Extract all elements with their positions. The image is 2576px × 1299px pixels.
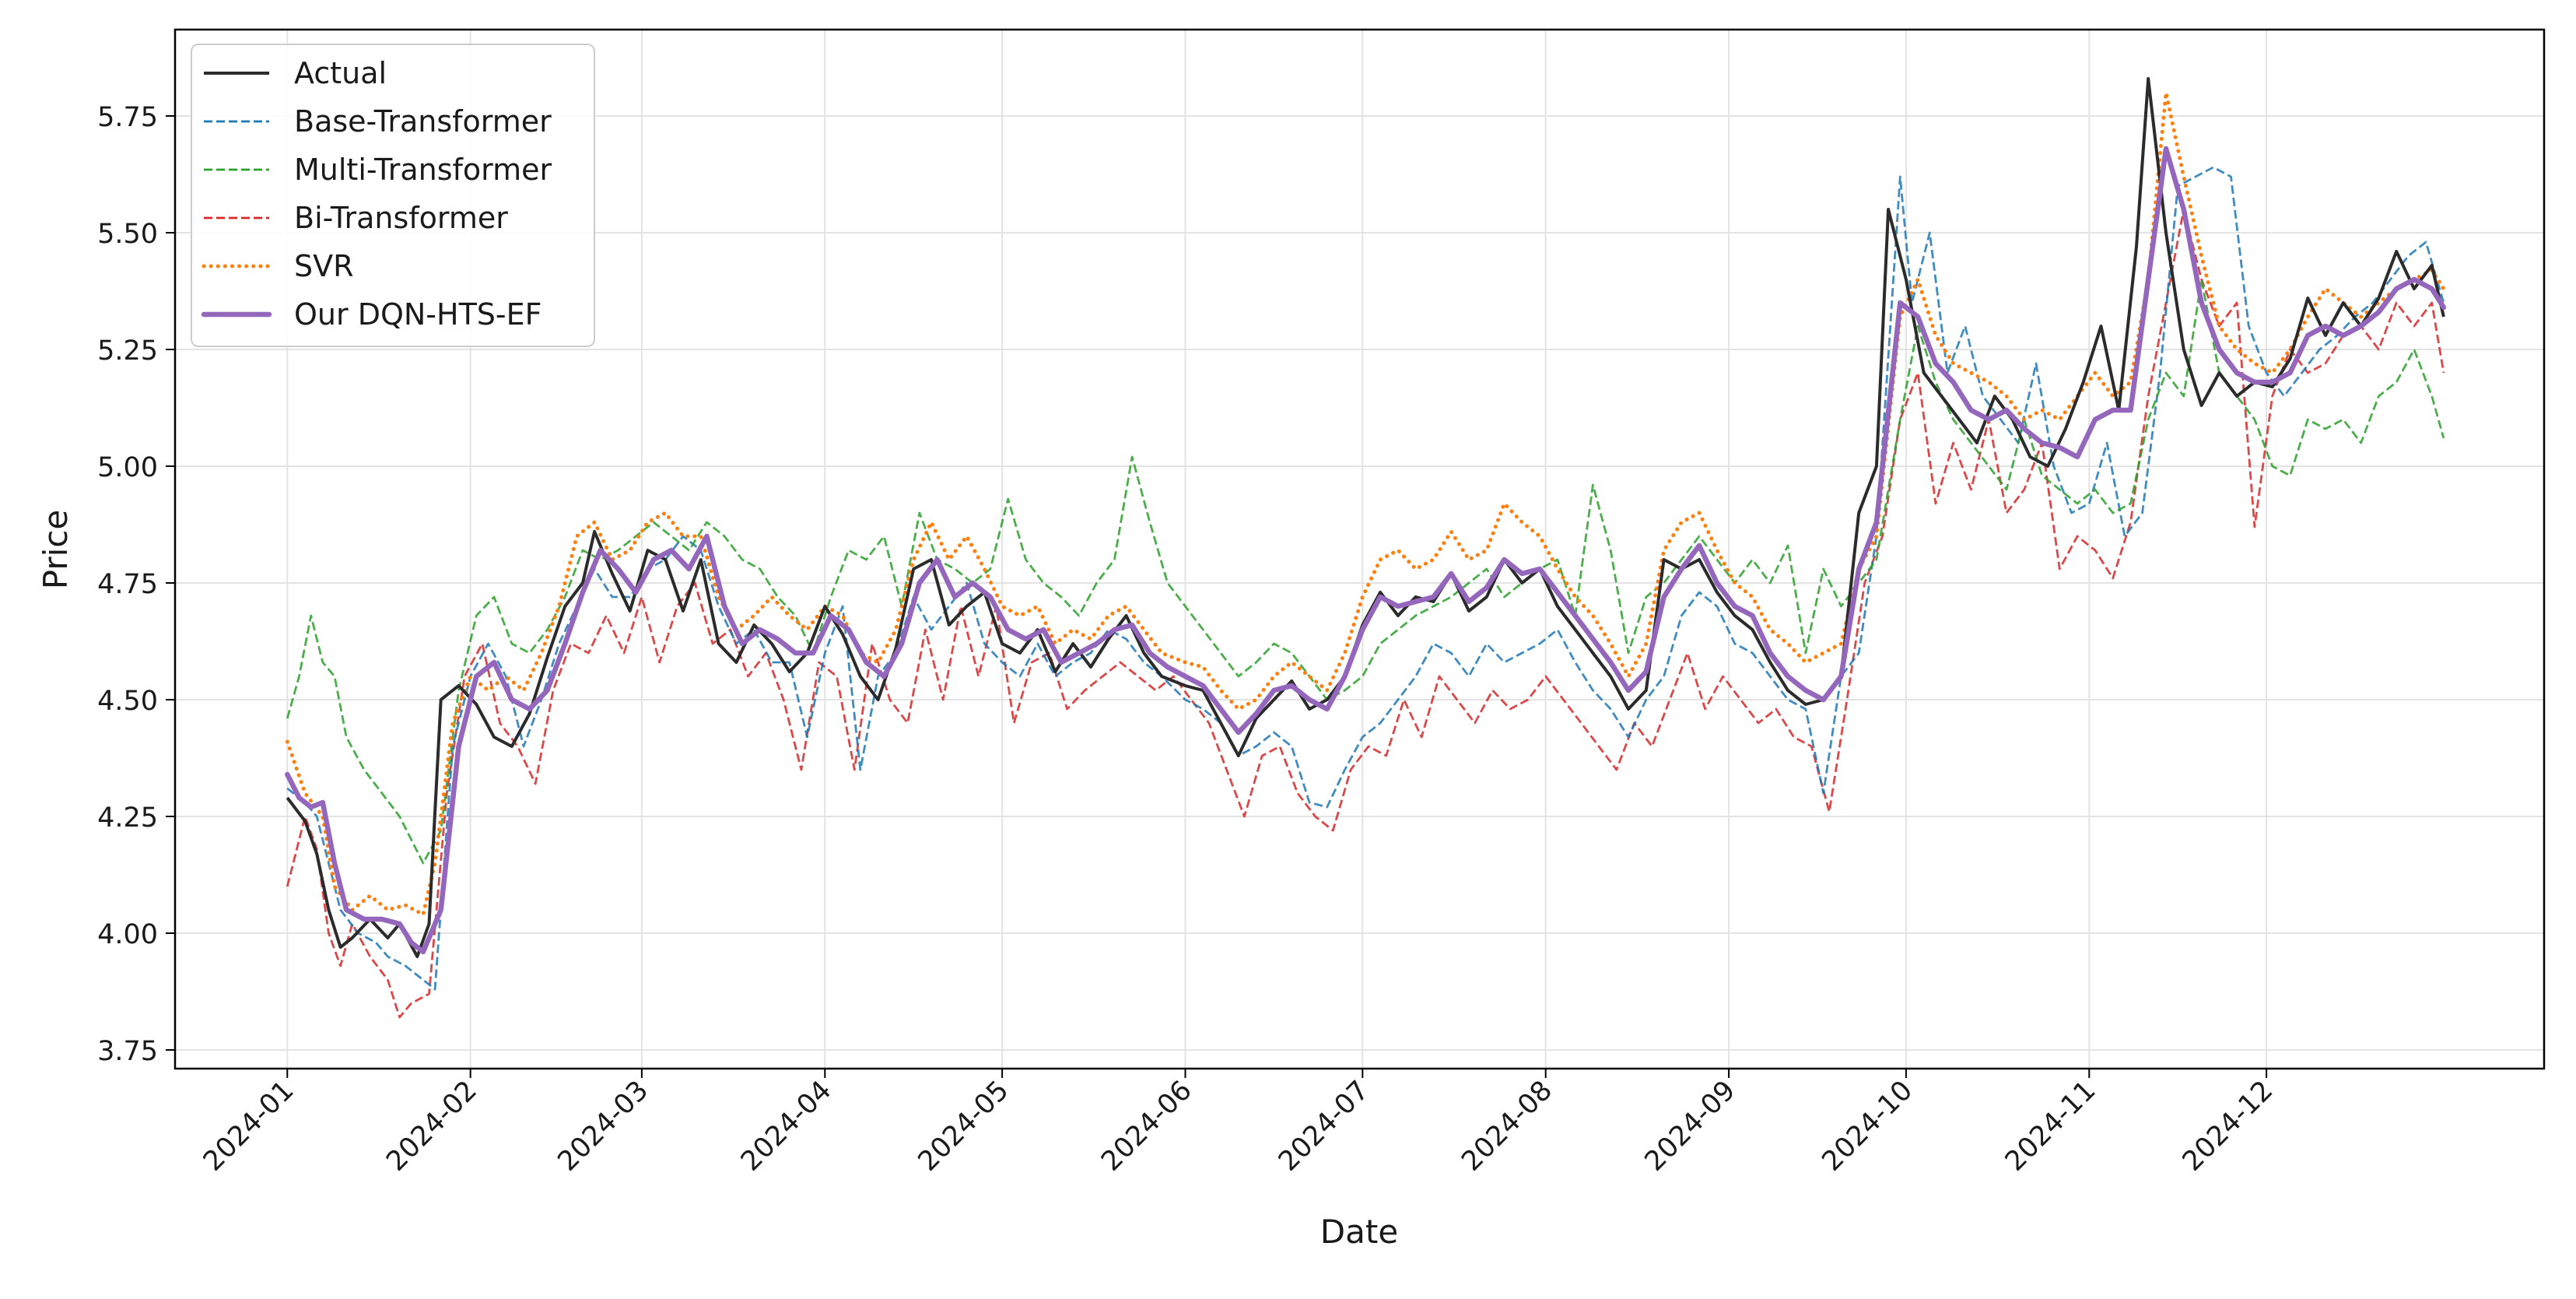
legend-label: Our DQN-HTS-EF: [294, 297, 542, 332]
x-axis-label: Date: [1320, 1213, 1398, 1251]
y-axis-label: Price: [37, 510, 75, 589]
legend-label: Actual: [294, 56, 387, 90]
series-lines: [285, 77, 2447, 1019]
legend-label: SVR: [294, 249, 354, 283]
y-tick-label: 3.75: [97, 1036, 158, 1067]
x-tick-label: 2024-05: [913, 1075, 1015, 1178]
legend-label: Base-Transformer: [294, 104, 552, 139]
legend-box: [191, 44, 595, 347]
x-tick-label: 2024-03: [552, 1075, 655, 1178]
x-tick-label: 2024-08: [1456, 1075, 1558, 1178]
plot-frame: [173, 28, 2546, 1070]
x-tick-label: 2024-04: [735, 1075, 838, 1178]
x-tick-label: 2024-11: [1999, 1075, 2102, 1178]
x-tick-label: 2024-09: [1639, 1075, 1742, 1178]
series-line: [285, 90, 2446, 917]
series-line: [286, 278, 2445, 865]
x-tick-label: 2024-07: [1273, 1075, 1376, 1178]
x-tick-label: 2024-10: [1817, 1075, 1919, 1178]
x-tick-label: 2024-02: [380, 1075, 483, 1178]
y-tick-label: 5.50: [97, 219, 158, 250]
y-tick-label: 5.00: [97, 452, 158, 483]
y-tick-label: 4.25: [97, 802, 158, 834]
legend-label: Multi-Transformer: [294, 153, 552, 187]
y-axis-ticks: 3.75 4.00 4.25 4.50 4.75 5.00 5.25 5.50 5.75: [97, 102, 175, 1067]
series-line: [286, 208, 2445, 1019]
y-tick-label: 5.75: [97, 102, 158, 133]
y-tick-label: 4.50: [97, 686, 158, 717]
series-line: [285, 146, 2447, 955]
x-tick-label: 2024-01: [198, 1075, 300, 1178]
legend-label: Bi-Transformer: [294, 201, 508, 235]
y-tick-label: 4.75: [97, 569, 158, 600]
x-tick-label: 2024-12: [2177, 1075, 2280, 1178]
legend: Actual Base-Transformer Multi-Transformer B…: [191, 44, 595, 347]
series-line: [286, 166, 2445, 991]
x-tick-label: 2024-06: [1095, 1075, 1198, 1178]
y-tick-label: 4.00: [97, 919, 158, 950]
x-axis-ticks: 2024-01 2024-02 2024-03 2024-04 2024-05 2024-…: [198, 1069, 2280, 1178]
y-tick-label: 5.25: [97, 335, 158, 367]
